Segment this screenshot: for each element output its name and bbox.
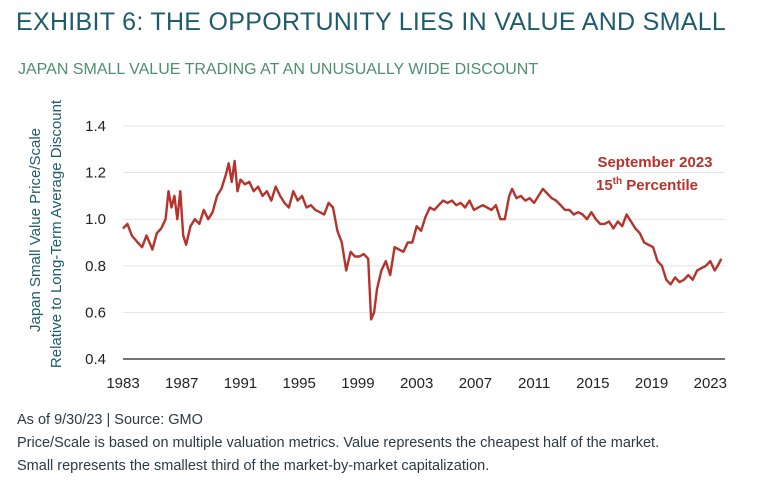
series-line-japan-small-value <box>122 159 723 321</box>
x-tick-label: 1983 <box>106 375 139 392</box>
footer-note-small: Small represents the smallest third of t… <box>17 458 490 474</box>
x-tick-label: 1995 <box>283 375 316 392</box>
x-tick-label: 2015 <box>576 375 609 392</box>
page-title: EXHIBIT 6: THE OPPORTUNITY LIES IN VALUE… <box>16 8 727 36</box>
x-tick-label: 1999 <box>341 375 374 392</box>
y-tick-label: 0.8 <box>85 258 106 275</box>
footer-source: As of 9/30/23 | Source: GMO <box>17 412 203 428</box>
x-tick-label: 2011 <box>518 375 550 392</box>
y-tick-label: 1.4 <box>85 118 106 135</box>
y-axis-label-line-1: Japan Small Value Price/Scale <box>27 128 44 332</box>
footer-note-value: Price/Scale is based on multiple valuati… <box>17 435 660 451</box>
x-tick-label: 2019 <box>635 375 668 392</box>
x-tick-label: 2007 <box>459 375 492 392</box>
x-tick-label: 1991 <box>224 375 257 392</box>
y-axis-ticks: 0.4 0.6 0.8 1.0 1.2 1.4 <box>85 118 106 368</box>
chart-subtitle: JAPAN SMALL VALUE TRADING AT AN UNUSUALL… <box>18 61 539 78</box>
y-tick-label: 0.6 <box>85 304 106 321</box>
x-tick-label: 2023 <box>694 375 727 392</box>
y-tick-label: 1.0 <box>85 211 106 228</box>
y-tick-label: 1.2 <box>85 165 106 182</box>
y-tick-label: 0.4 <box>85 351 106 368</box>
y-axis-label-line-2: Relative to Long-Term Average Discount <box>48 99 65 368</box>
x-tick-label: 1987 <box>165 375 198 392</box>
annotation-percentile: 15th Percentile <box>596 176 698 194</box>
gridlines <box>123 125 725 313</box>
annotation-date: September 2023 <box>597 154 712 171</box>
x-axis-ticks: 1983 1987 1991 1995 1999 2003 2007 2011 2015 2019… <box>106 375 727 392</box>
x-tick-label: 2003 <box>400 375 433 392</box>
